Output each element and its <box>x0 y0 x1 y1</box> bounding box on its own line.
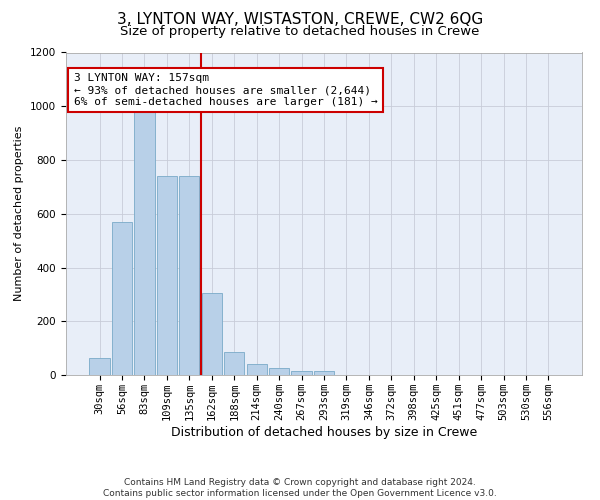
Bar <box>134 106 155 375</box>
Bar <box>269 368 289 375</box>
X-axis label: Distribution of detached houses by size in Crewe: Distribution of detached houses by size … <box>171 426 477 438</box>
Bar <box>89 358 110 375</box>
Bar <box>112 222 132 375</box>
Bar <box>292 371 311 375</box>
Text: 3 LYNTON WAY: 157sqm
← 93% of detached houses are smaller (2,644)
6% of semi-det: 3 LYNTON WAY: 157sqm ← 93% of detached h… <box>74 74 377 106</box>
Text: Size of property relative to detached houses in Crewe: Size of property relative to detached ho… <box>121 25 479 38</box>
Bar <box>157 176 177 375</box>
Bar <box>247 364 267 375</box>
Bar <box>179 176 199 375</box>
Text: 3, LYNTON WAY, WISTASTON, CREWE, CW2 6QG: 3, LYNTON WAY, WISTASTON, CREWE, CW2 6QG <box>117 12 483 28</box>
Bar <box>202 293 222 375</box>
Bar <box>314 371 334 375</box>
Bar <box>224 352 244 375</box>
Text: Contains HM Land Registry data © Crown copyright and database right 2024.
Contai: Contains HM Land Registry data © Crown c… <box>103 478 497 498</box>
Y-axis label: Number of detached properties: Number of detached properties <box>14 126 25 302</box>
